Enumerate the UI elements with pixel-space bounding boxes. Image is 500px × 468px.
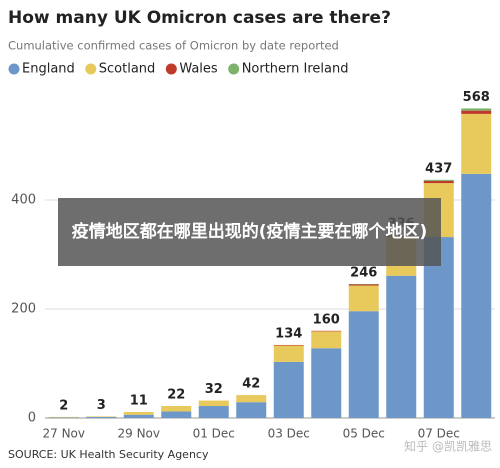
bar-segment bbox=[273, 345, 304, 362]
bar-segment bbox=[348, 284, 379, 286]
watermark: 知乎 @凯凯雅思 bbox=[404, 439, 492, 454]
bar-segment bbox=[461, 108, 492, 111]
legend: England Scotland Wales Northern Ireland bbox=[8, 62, 349, 77]
bar-segment bbox=[123, 414, 154, 418]
bar-segment bbox=[86, 416, 117, 418]
x-tick-label: 27 Nov bbox=[42, 427, 85, 441]
overlay: 疫情地区都在哪里出现的(疫情主要在哪个地区) bbox=[71, 222, 428, 242]
bar-segment bbox=[423, 180, 454, 184]
legend-swatch bbox=[8, 63, 20, 75]
overlay-text: 疫情地区都在哪里出现的(疫情主要在哪个地区) bbox=[71, 222, 428, 242]
total-label: 2 bbox=[59, 398, 68, 413]
bar-segment bbox=[348, 311, 379, 418]
chart-title: How many UK Omicron cases are there? bbox=[8, 8, 391, 28]
bar-segment bbox=[423, 179, 454, 181]
bar-segment bbox=[86, 416, 117, 417]
legend-label: England bbox=[22, 62, 75, 77]
bar-segment bbox=[236, 402, 267, 418]
legend-label: Northern Ireland bbox=[242, 62, 349, 77]
total-label: 22 bbox=[167, 388, 185, 403]
bar-segment bbox=[198, 406, 229, 418]
x-tick-label: 05 Dec bbox=[343, 427, 385, 441]
bar-segment bbox=[273, 344, 304, 346]
bar-segment bbox=[198, 400, 229, 407]
bar-segment bbox=[423, 237, 454, 418]
chart-subtitle: Cumulative confirmed cases of Omicron by… bbox=[8, 39, 339, 53]
total-label: 568 bbox=[463, 90, 490, 105]
total-label: 246 bbox=[350, 265, 377, 280]
x-tick-label: 01 Dec bbox=[193, 427, 235, 441]
bar-segment bbox=[386, 275, 417, 418]
bar-segment bbox=[48, 416, 79, 418]
bar-segment bbox=[348, 283, 379, 285]
x-tick-label: 29 Nov bbox=[117, 427, 160, 441]
bar-segment bbox=[48, 417, 79, 418]
total-label: 11 bbox=[130, 394, 148, 409]
bar-segment bbox=[461, 110, 492, 114]
y-tick-label: 0 bbox=[28, 411, 36, 426]
bar-segment bbox=[311, 348, 342, 418]
total-label: 3 bbox=[97, 398, 106, 413]
bar-segment bbox=[236, 395, 267, 403]
legend-swatch bbox=[85, 63, 97, 75]
bar-segment bbox=[123, 412, 154, 415]
legend-swatch bbox=[228, 63, 240, 75]
legend-label: Wales bbox=[179, 62, 218, 77]
bar-segment bbox=[273, 361, 304, 418]
plot: 0 200 400 2 27 Nov 3 11 29 Nov 22 32 01 Dec 42 134 03… bbox=[11, 90, 495, 441]
legend-swatch bbox=[165, 63, 177, 75]
total-label: 32 bbox=[205, 382, 223, 397]
source: SOURCE: UK Health Security Agency bbox=[8, 448, 209, 461]
bar-segment bbox=[461, 173, 492, 418]
bar-segment bbox=[348, 285, 379, 312]
legend-label: Scotland bbox=[99, 62, 156, 77]
y-tick-label: 200 bbox=[11, 302, 36, 317]
overlay-banner bbox=[58, 198, 441, 266]
bar-segment bbox=[461, 113, 492, 174]
x-tick-label: 07 Dec bbox=[418, 427, 460, 441]
bar-segment bbox=[161, 406, 192, 412]
total-label: 42 bbox=[242, 377, 260, 392]
bar-segment bbox=[311, 330, 342, 332]
bar-segment bbox=[311, 331, 342, 349]
total-label: 437 bbox=[425, 161, 452, 176]
y-tick-label: 400 bbox=[11, 193, 36, 208]
total-label: 160 bbox=[313, 312, 340, 327]
bar-segment bbox=[161, 411, 192, 418]
total-label: 134 bbox=[275, 326, 302, 341]
x-tick-label: 03 Dec bbox=[268, 427, 310, 441]
